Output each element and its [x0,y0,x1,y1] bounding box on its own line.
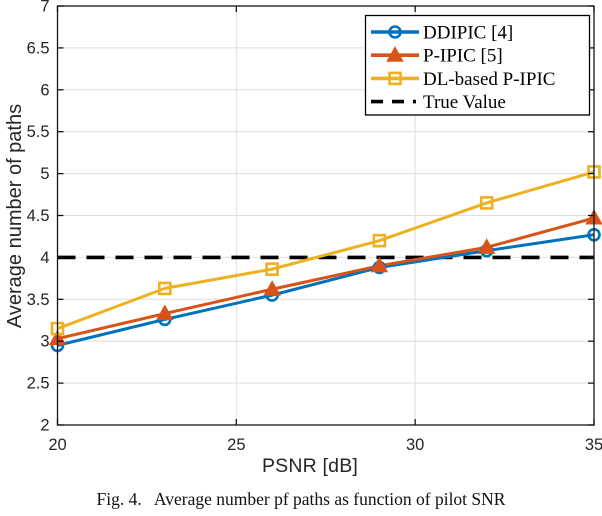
series-line [56,170,595,331]
legend-label: P-IPIC [5] [423,46,503,67]
marker-triangle [370,256,389,273]
marker-triangle [263,280,281,296]
y-tick-label: 7 [40,0,49,16]
x-tick-label: 35 [585,436,602,452]
y-tick-label: 5.5 [27,123,50,141]
marker-square [388,71,402,86]
y-tick-label: 4 [40,249,49,267]
marker-square [265,262,279,276]
legend-label: True Value [423,92,506,113]
y-tick-label: 6 [40,81,49,99]
marker-square [479,196,494,210]
y-tick-label: 6.5 [27,39,50,57]
marker-triangle [156,304,174,321]
y-axis-label: Average number of paths [4,103,26,329]
marker-square [372,233,387,248]
x-tick-label: 30 [406,436,424,452]
figure-caption: Fig. 4. Average number pf paths as funct… [96,489,506,509]
y-tick-label: 3 [40,333,49,351]
x-tick-label: 25 [227,436,245,452]
y-tick-label: 5 [40,165,49,183]
series-line [57,233,595,347]
legend-label: DDIPIC [4] [423,23,513,44]
marker-triangle [386,46,404,62]
marker-triangle [477,238,496,254]
marker-square [158,281,172,296]
marker-circle [388,25,402,39]
chart-plot-area: 20 25 30 35 2 2.5 3 3.5 4 4.5 5 5.5 6 6.5 7 DDIPIC [4]P… [27,0,602,452]
series-line [57,216,595,341]
x-tick-label: 20 [48,436,66,452]
y-tick-label: 4.5 [27,207,50,225]
y-tick-label: 2 [40,417,49,435]
y-tick-label: 3.5 [27,291,50,309]
y-tick-label: 2.5 [27,375,50,393]
legend-label: DL-based P-IPIC [423,69,555,90]
x-axis-label: PSNR [dB] [261,455,359,477]
